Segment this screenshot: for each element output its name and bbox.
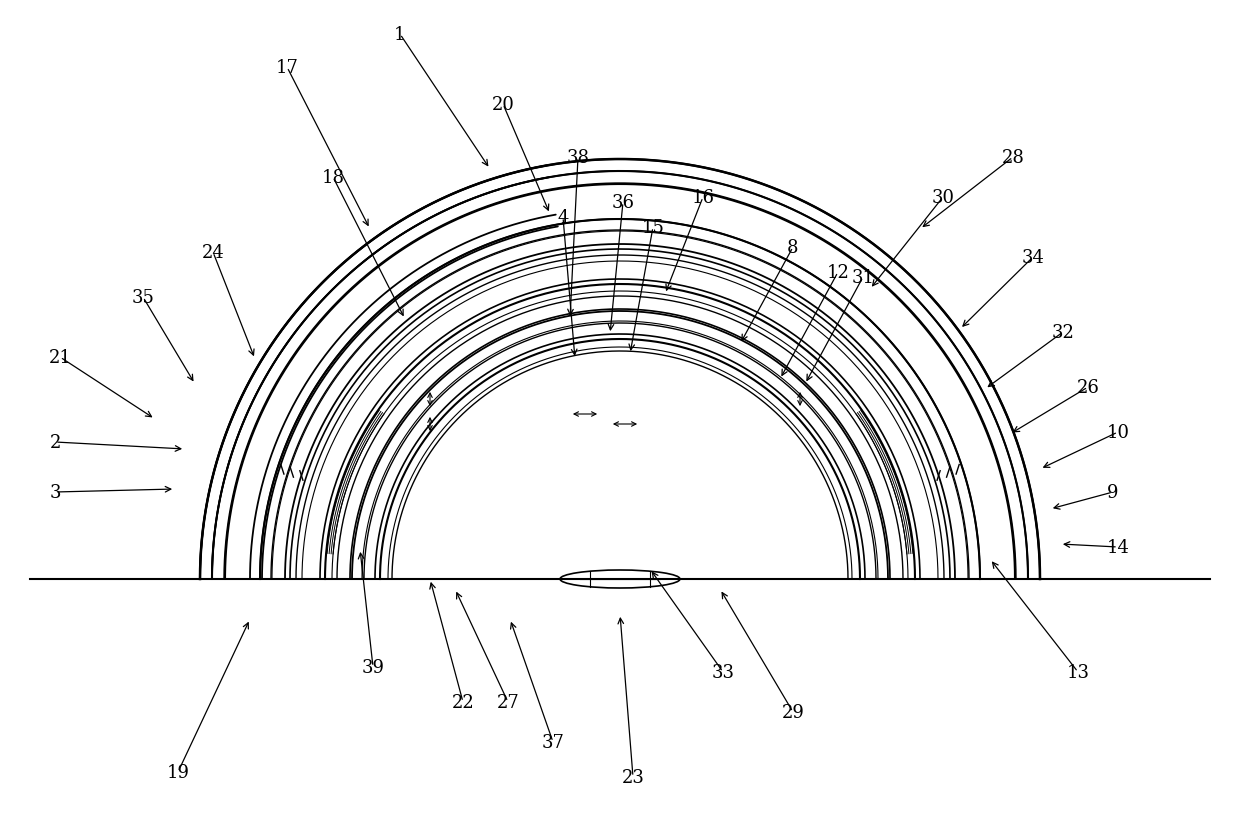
Text: 36: 36: [611, 194, 635, 212]
Text: 10: 10: [1106, 423, 1130, 441]
Text: 14: 14: [1106, 538, 1130, 556]
Text: 3: 3: [50, 483, 61, 501]
Text: 30: 30: [931, 188, 955, 206]
Text: 9: 9: [1107, 483, 1118, 501]
Text: 38: 38: [567, 149, 589, 167]
Text: 32: 32: [1052, 324, 1074, 342]
Text: 28: 28: [1002, 149, 1024, 167]
Text: 8: 8: [787, 238, 799, 256]
Text: 33: 33: [712, 663, 734, 681]
Text: 15: 15: [641, 219, 665, 237]
Text: 31: 31: [852, 269, 874, 287]
Text: 4: 4: [557, 209, 569, 227]
Text: 37: 37: [542, 733, 564, 751]
Text: 23: 23: [621, 768, 645, 786]
Text: 20: 20: [491, 96, 515, 114]
Text: 2: 2: [50, 433, 61, 451]
Text: 27: 27: [497, 693, 520, 711]
Text: 13: 13: [1066, 663, 1090, 681]
Text: 22: 22: [451, 693, 475, 711]
Text: 35: 35: [131, 288, 155, 306]
Text: 29: 29: [781, 704, 805, 721]
Text: 12: 12: [827, 264, 849, 282]
Text: 18: 18: [321, 169, 345, 187]
Text: 39: 39: [362, 658, 384, 676]
Text: 21: 21: [48, 349, 72, 367]
Text: 24: 24: [202, 244, 224, 262]
Text: 19: 19: [166, 763, 190, 781]
Text: 26: 26: [1076, 378, 1100, 396]
Text: 17: 17: [275, 59, 299, 77]
Text: 16: 16: [692, 188, 714, 206]
Text: 1: 1: [394, 26, 405, 44]
Text: 34: 34: [1022, 249, 1044, 267]
